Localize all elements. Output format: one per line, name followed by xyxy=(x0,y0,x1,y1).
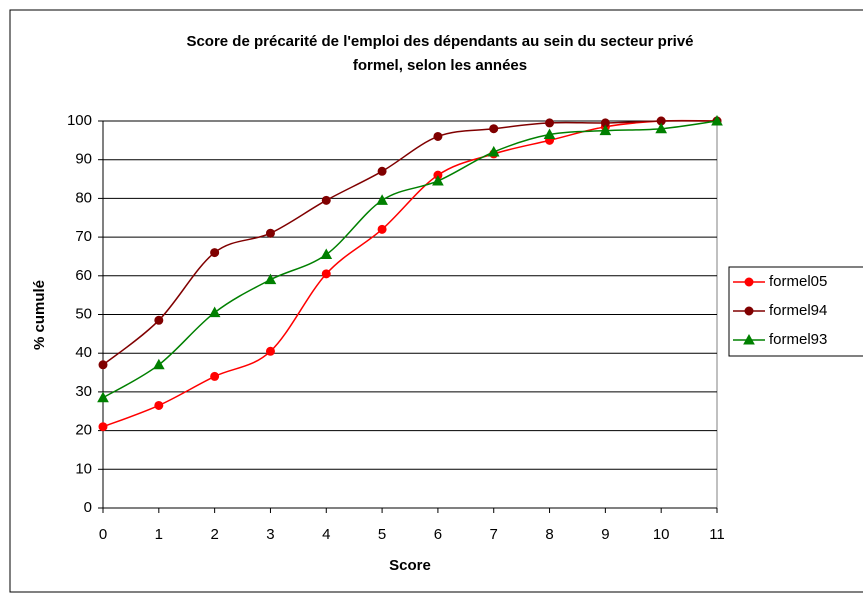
y-axis-label: % cumulé xyxy=(31,280,48,350)
marker xyxy=(744,277,754,287)
marker xyxy=(154,400,164,410)
y-tick-label: 100 xyxy=(67,112,92,129)
y-tick-label: 30 xyxy=(75,383,92,400)
marker xyxy=(543,128,556,140)
marker xyxy=(655,122,668,134)
x-tick-label: 11 xyxy=(709,526,725,543)
marker xyxy=(599,124,612,136)
marker xyxy=(744,306,754,316)
marker xyxy=(321,195,331,205)
marker xyxy=(321,269,331,279)
marker xyxy=(265,346,275,356)
marker xyxy=(98,360,108,370)
x-tick-label: 6 xyxy=(434,526,442,543)
marker xyxy=(97,391,109,403)
marker xyxy=(432,174,444,186)
marker xyxy=(377,166,387,176)
y-tick-label: 70 xyxy=(75,228,92,245)
x-tick-label: 7 xyxy=(490,526,498,543)
x-tick-label: 0 xyxy=(99,526,107,543)
marker xyxy=(208,306,221,318)
chart-title: formel, selon les années xyxy=(353,57,527,74)
marker xyxy=(545,118,555,128)
y-tick-label: 40 xyxy=(75,344,92,361)
x-tick-label: 9 xyxy=(601,526,609,543)
marker xyxy=(154,315,164,325)
y-tick-label: 80 xyxy=(75,189,92,206)
y-tick-label: 90 xyxy=(75,151,92,168)
y-tick-label: 10 xyxy=(75,460,92,477)
x-axis-label: Score xyxy=(389,557,431,574)
marker xyxy=(265,228,275,238)
y-tick-label: 20 xyxy=(75,422,92,439)
chart-title: Score de précarité de l'emploi des dépen… xyxy=(186,33,693,50)
x-tick-label: 10 xyxy=(653,526,670,543)
marker xyxy=(743,333,755,345)
marker xyxy=(210,371,220,381)
marker xyxy=(320,248,333,260)
legend-label: formel94 xyxy=(769,302,827,319)
x-tick-label: 3 xyxy=(266,526,274,543)
marker xyxy=(376,194,388,205)
marker xyxy=(152,358,165,370)
marker xyxy=(264,273,277,285)
x-tick-label: 2 xyxy=(210,526,218,543)
x-tick-label: 8 xyxy=(545,526,553,543)
marker xyxy=(210,248,220,258)
legend-label: formel93 xyxy=(769,331,827,348)
marker xyxy=(489,124,499,134)
marker xyxy=(711,114,723,126)
marker xyxy=(377,224,387,234)
x-tick-label: 4 xyxy=(322,526,330,543)
y-tick-label: 0 xyxy=(84,499,92,516)
legend-label: formel05 xyxy=(769,273,827,290)
x-tick-label: 1 xyxy=(155,526,163,543)
marker xyxy=(98,422,108,432)
x-tick-label: 5 xyxy=(378,526,386,543)
y-tick-label: 60 xyxy=(75,267,92,284)
marker xyxy=(487,145,500,157)
marker xyxy=(433,131,443,141)
y-tick-label: 50 xyxy=(75,305,92,322)
